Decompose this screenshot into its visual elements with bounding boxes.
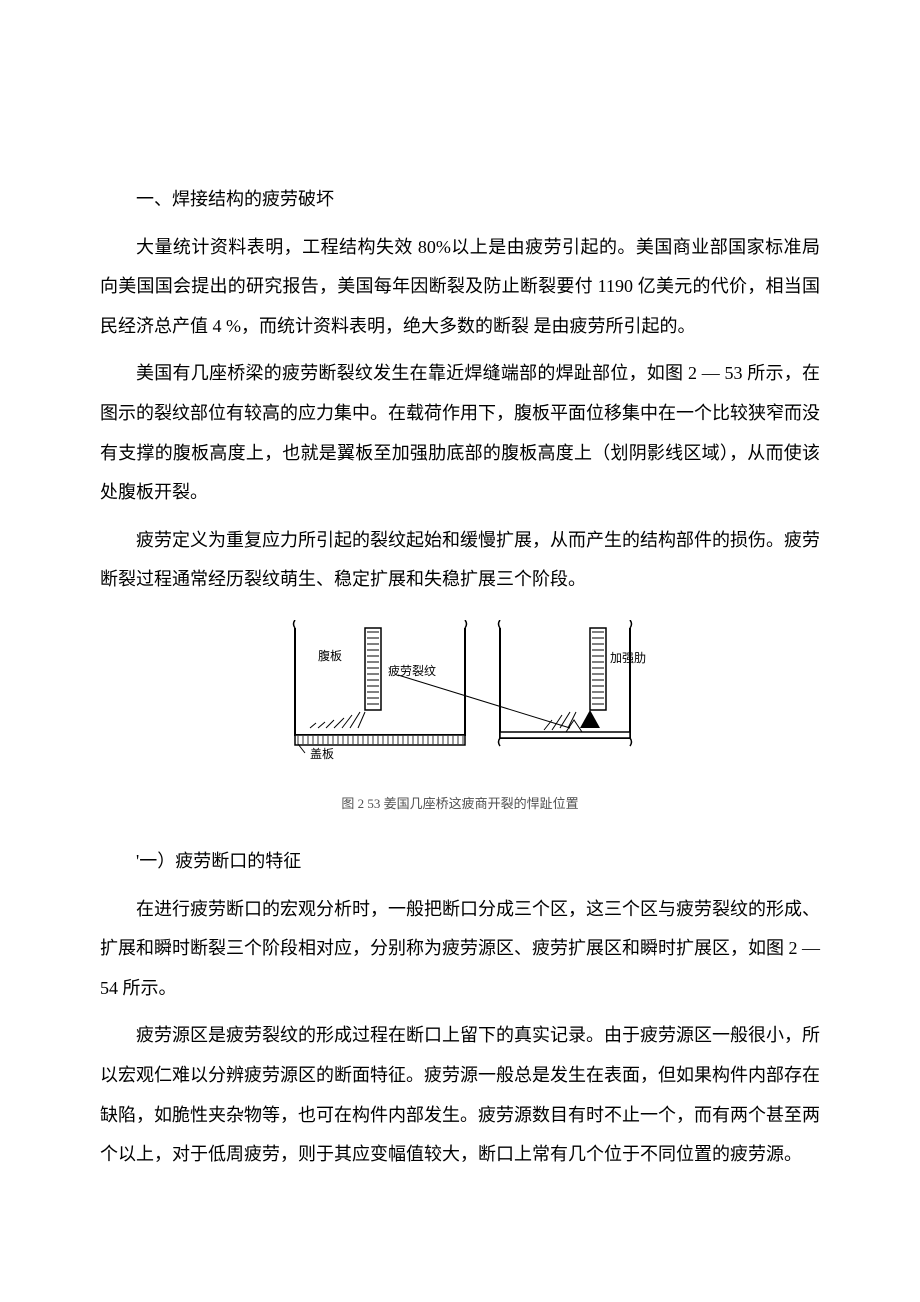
sub-paragraph-2: 疲劳源区是疲劳裂纹的形成过程在断口上留下的真实记录。由于疲劳源区一般很小，所以宏… [100, 1016, 820, 1174]
subsection-heading: '一）疲劳断口的特征 [100, 842, 820, 882]
figure-container: 腹板 疲劳裂纹 盖板 加强肋 图 2 53 姜国几座桥这疲商开裂的悍趾位置 [100, 620, 820, 812]
paragraph-2: 美国有几座桥梁的疲劳断裂纹发生在靠近焊缝端部的焊趾部位，如图 2 — 53 所示… [100, 354, 820, 512]
figure-diagram: 腹板 疲劳裂纹 盖板 加强肋 [270, 620, 650, 780]
figure-caption: 图 2 53 姜国几座桥这疲商开裂的悍趾位置 [100, 793, 820, 812]
label-fuban: 腹板 [318, 649, 342, 663]
label-jiaqianglei: 加强肋 [610, 650, 646, 665]
paragraph-3: 疲劳定义为重复应力所引起的裂纹起始和缓慢扩展，从而产生的结构部件的损伤。疲劳断裂… [100, 521, 820, 600]
paragraph-1: 大量统计资料表明，工程结构失效 80%以上是由疲劳引起的。美国商业部国家标准局向… [100, 228, 820, 347]
label-gaiban: 盖板 [310, 747, 334, 761]
section-heading: 一、焊接结构的疲劳破坏 [100, 180, 820, 220]
label-pilaoliexian: 疲劳裂纹 [388, 663, 436, 678]
sub-paragraph-1: 在进行疲劳断口的宏观分析时，一般把断口分成三个区，这三个区与疲劳裂纹的形成、扩展… [100, 890, 820, 1009]
